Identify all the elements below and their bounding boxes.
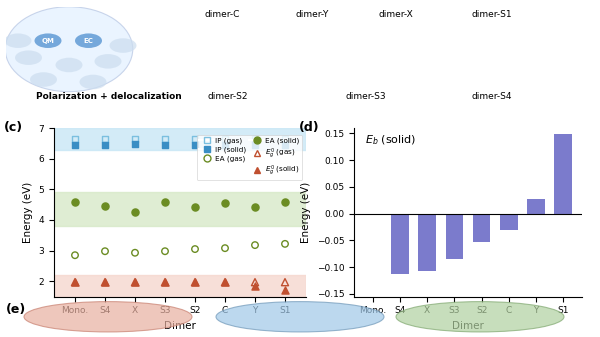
Point (250, 142, 260, 148)
Bar (473, 214, 490, 242)
Point (190, 142, 200, 148)
Text: QM: QM (41, 38, 55, 44)
Point (250, 204, 260, 210)
Point (280, 136, 290, 142)
Ellipse shape (396, 302, 564, 332)
Ellipse shape (5, 7, 133, 92)
Bar (54, 192, 306, 226)
Ellipse shape (5, 33, 32, 48)
Text: (e): (e) (6, 303, 26, 316)
Point (280, 200, 290, 205)
Text: (c): (c) (4, 121, 23, 134)
Bar (418, 214, 436, 271)
Point (220, 201, 230, 206)
Point (70, 142, 80, 148)
Point (250, 279, 260, 285)
Point (280, 279, 290, 285)
Bar (446, 214, 463, 259)
Point (160, 136, 170, 142)
Point (70, 136, 80, 142)
Text: dimer-C: dimer-C (205, 10, 239, 19)
Ellipse shape (15, 51, 42, 65)
Point (160, 279, 170, 285)
Point (190, 279, 200, 285)
Text: dimer-X: dimer-X (379, 10, 413, 19)
Point (220, 279, 230, 285)
Point (160, 142, 170, 148)
Point (100, 279, 110, 285)
Point (160, 248, 170, 254)
Point (220, 142, 230, 148)
Point (100, 279, 110, 285)
Y-axis label: Energy (eV): Energy (eV) (301, 182, 311, 243)
Text: (d): (d) (299, 121, 320, 134)
Point (190, 279, 200, 285)
Text: $E_b$ (solid): $E_b$ (solid) (365, 133, 417, 147)
Point (220, 136, 230, 142)
Point (190, 204, 200, 210)
Point (160, 279, 170, 285)
Point (280, 142, 290, 148)
Text: EC: EC (83, 38, 94, 44)
Point (160, 199, 170, 204)
Point (130, 141, 140, 147)
Point (250, 242, 260, 248)
Ellipse shape (75, 33, 102, 48)
Ellipse shape (216, 302, 384, 332)
Bar (500, 214, 518, 230)
Y-axis label: Energy (eV): Energy (eV) (23, 182, 33, 243)
Ellipse shape (35, 33, 62, 48)
Point (190, 136, 200, 142)
Point (70, 199, 80, 204)
Ellipse shape (56, 58, 83, 72)
Point (130, 279, 140, 285)
Point (130, 136, 140, 142)
Point (100, 142, 110, 148)
Legend: IP (gas), IP (solid), EA (gas), EA (solid), $E_g^0$ (gas), $E_g^0$ (solid): IP (gas), IP (solid), EA (gas), EA (soli… (197, 135, 302, 180)
Ellipse shape (24, 302, 192, 332)
Ellipse shape (30, 72, 57, 87)
Bar (54, 275, 306, 297)
Point (100, 136, 110, 142)
Text: dimer-S3: dimer-S3 (346, 92, 386, 101)
Point (130, 210, 140, 215)
Ellipse shape (110, 38, 137, 53)
Ellipse shape (95, 54, 122, 69)
Text: Polarization + delocalization: Polarization + delocalization (36, 92, 182, 101)
Point (220, 279, 230, 285)
Point (70, 279, 80, 285)
Point (250, 136, 260, 142)
Bar (554, 134, 572, 214)
Point (250, 283, 260, 289)
Bar (391, 214, 409, 274)
Text: dimer-S4: dimer-S4 (472, 92, 512, 101)
Text: dimer-S2: dimer-S2 (208, 92, 248, 101)
Point (280, 288, 290, 293)
Text: dimer-S1: dimer-S1 (472, 10, 512, 19)
Point (70, 252, 80, 258)
Point (280, 241, 290, 247)
X-axis label: Dimer: Dimer (164, 321, 196, 331)
Point (130, 279, 140, 285)
X-axis label: Dimer: Dimer (452, 321, 484, 331)
Bar (54, 128, 306, 150)
Point (70, 279, 80, 285)
Text: dimer-Y: dimer-Y (295, 10, 329, 19)
Point (190, 246, 200, 252)
Bar (527, 199, 545, 214)
Point (220, 245, 230, 251)
Point (100, 248, 110, 254)
Point (130, 250, 140, 255)
Ellipse shape (79, 75, 107, 89)
Point (100, 203, 110, 208)
